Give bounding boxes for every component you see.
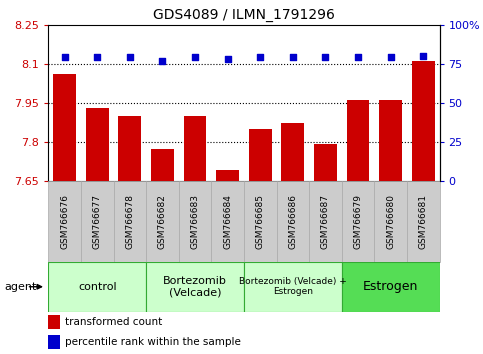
Bar — [282, 124, 304, 181]
Bar — [48, 335, 60, 348]
Bar — [249, 129, 271, 181]
Text: Estrogen: Estrogen — [363, 280, 418, 293]
Point — [354, 55, 362, 60]
Text: control: control — [78, 282, 116, 292]
Bar — [48, 315, 60, 329]
Bar — [86, 108, 109, 181]
FancyBboxPatch shape — [212, 181, 244, 262]
FancyBboxPatch shape — [179, 181, 212, 262]
FancyBboxPatch shape — [146, 262, 244, 312]
Text: transformed count: transformed count — [65, 318, 162, 327]
Text: GSM766678: GSM766678 — [125, 194, 134, 249]
Point — [419, 53, 427, 59]
Point — [322, 55, 329, 60]
Text: agent: agent — [5, 282, 37, 292]
FancyBboxPatch shape — [48, 181, 81, 262]
FancyBboxPatch shape — [342, 262, 440, 312]
Text: Bortezomib (Velcade) +
Estrogen: Bortezomib (Velcade) + Estrogen — [239, 277, 347, 296]
Text: Bortezomib
(Velcade): Bortezomib (Velcade) — [163, 276, 227, 298]
FancyBboxPatch shape — [374, 181, 407, 262]
Text: GSM766677: GSM766677 — [93, 194, 102, 249]
Point — [289, 55, 297, 60]
FancyBboxPatch shape — [244, 262, 342, 312]
Text: GSM766684: GSM766684 — [223, 194, 232, 249]
FancyBboxPatch shape — [81, 181, 114, 262]
Bar — [347, 100, 369, 181]
Point — [224, 56, 231, 62]
Text: GSM766676: GSM766676 — [60, 194, 69, 249]
FancyBboxPatch shape — [309, 181, 342, 262]
Text: percentile rank within the sample: percentile rank within the sample — [65, 337, 241, 347]
Bar — [118, 116, 141, 181]
Point — [387, 55, 395, 60]
FancyBboxPatch shape — [342, 181, 374, 262]
Point — [126, 55, 134, 60]
Text: GSM766681: GSM766681 — [419, 194, 428, 249]
FancyBboxPatch shape — [244, 181, 276, 262]
Text: GSM766680: GSM766680 — [386, 194, 395, 249]
FancyBboxPatch shape — [114, 181, 146, 262]
Title: GDS4089 / ILMN_1791296: GDS4089 / ILMN_1791296 — [153, 8, 335, 22]
Point — [256, 55, 264, 60]
Bar — [379, 100, 402, 181]
FancyBboxPatch shape — [146, 181, 179, 262]
Bar — [216, 170, 239, 181]
Text: GSM766686: GSM766686 — [288, 194, 298, 249]
Point — [93, 55, 101, 60]
Bar — [412, 61, 435, 181]
Bar — [184, 116, 206, 181]
Bar — [314, 144, 337, 181]
Point — [158, 58, 166, 63]
Text: GSM766685: GSM766685 — [256, 194, 265, 249]
Text: GSM766687: GSM766687 — [321, 194, 330, 249]
Text: GSM766682: GSM766682 — [158, 194, 167, 249]
FancyBboxPatch shape — [407, 181, 440, 262]
Point — [191, 55, 199, 60]
FancyBboxPatch shape — [48, 262, 146, 312]
Bar — [151, 149, 174, 181]
Point — [61, 55, 69, 60]
Text: GSM766679: GSM766679 — [354, 194, 363, 249]
Text: GSM766683: GSM766683 — [190, 194, 199, 249]
Bar — [53, 74, 76, 181]
FancyBboxPatch shape — [276, 181, 309, 262]
